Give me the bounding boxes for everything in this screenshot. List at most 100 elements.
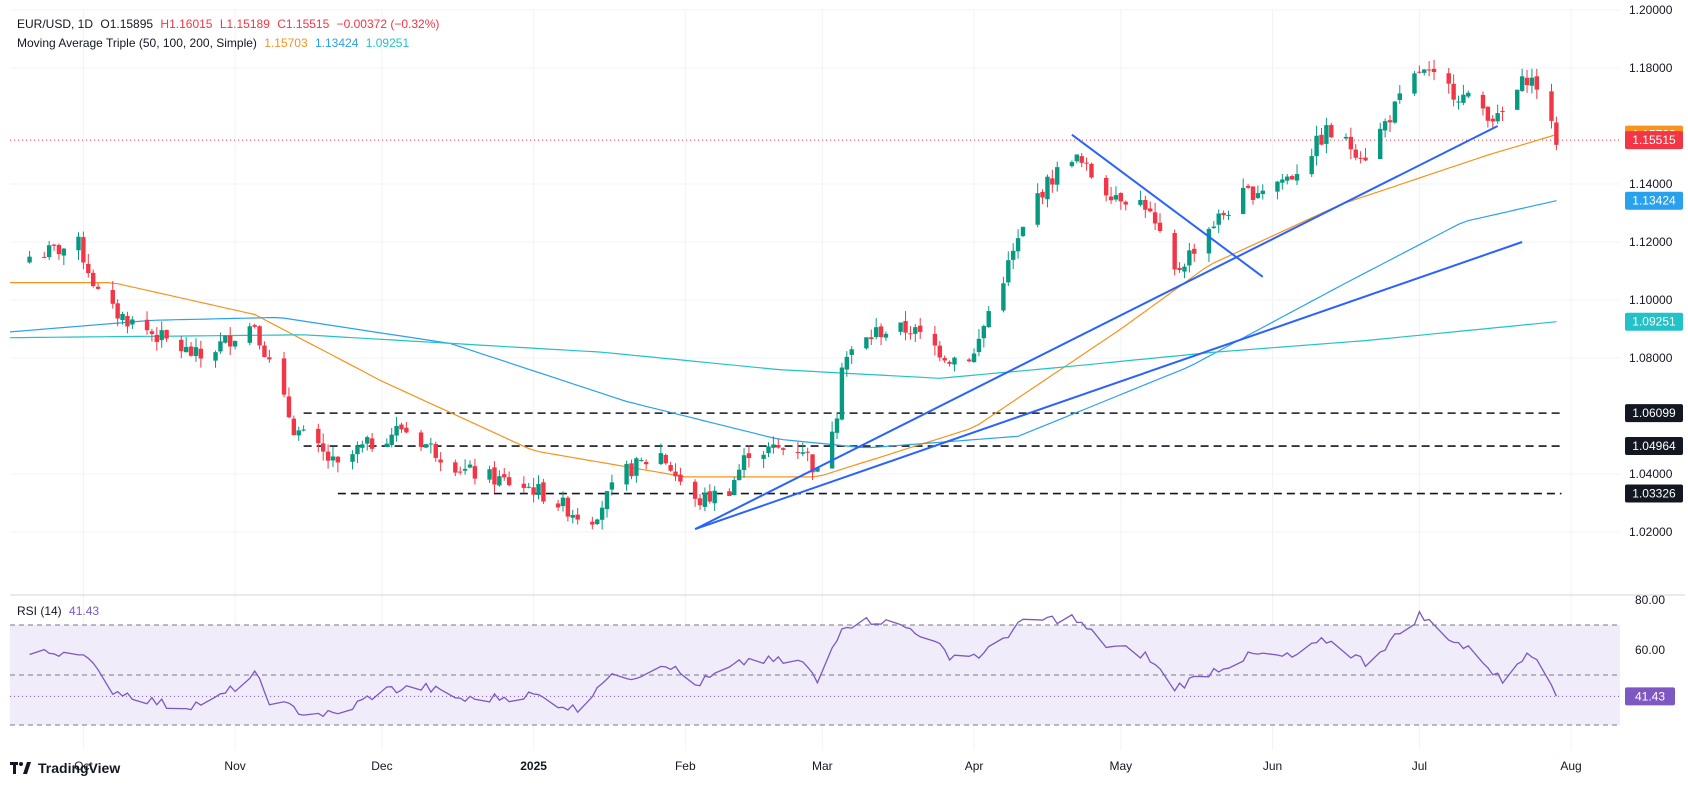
candle bbox=[844, 351, 850, 377]
candle-body bbox=[438, 459, 443, 463]
candle-body bbox=[472, 466, 478, 479]
candle bbox=[1500, 106, 1505, 121]
candle bbox=[1157, 213, 1163, 233]
candle bbox=[1485, 106, 1491, 128]
ma-legend: Moving Average Triple (50, 100, 200, Sim… bbox=[17, 36, 413, 50]
candle bbox=[164, 329, 169, 342]
x-tick-label: Jun bbox=[1263, 759, 1282, 773]
candle bbox=[1255, 185, 1261, 199]
candle-body bbox=[154, 334, 160, 342]
candle bbox=[639, 457, 644, 462]
candle bbox=[947, 360, 952, 367]
candle-body bbox=[213, 352, 218, 361]
candle-body bbox=[1363, 157, 1368, 161]
candle-body bbox=[639, 460, 644, 462]
candle-body bbox=[1480, 94, 1486, 109]
candle bbox=[1240, 178, 1246, 215]
candle bbox=[780, 447, 786, 456]
candle-body bbox=[908, 333, 913, 335]
candle-body bbox=[869, 337, 874, 340]
x-tick-label: Oct bbox=[74, 759, 93, 773]
candle-body bbox=[296, 430, 301, 436]
candle bbox=[981, 324, 987, 348]
price-tag-box bbox=[1625, 484, 1683, 503]
candle-body bbox=[350, 454, 355, 462]
candle-body bbox=[829, 431, 835, 469]
candle-body bbox=[913, 327, 918, 334]
trendline bbox=[1071, 133, 1264, 278]
moving-averages bbox=[9, 134, 1557, 478]
candle bbox=[320, 433, 326, 461]
y-tick-label: 1.04000 bbox=[1629, 467, 1673, 481]
candle-body bbox=[86, 263, 91, 274]
candle-body bbox=[1240, 187, 1246, 214]
candle-body bbox=[1329, 125, 1334, 138]
candle-body bbox=[766, 446, 771, 454]
rsi-tag: 41.43 bbox=[1625, 687, 1675, 706]
candle-body bbox=[1255, 193, 1261, 199]
candle-body bbox=[971, 353, 977, 363]
tradingview-logo-text: TradingView bbox=[38, 760, 121, 776]
candle bbox=[952, 356, 957, 372]
candle bbox=[732, 476, 737, 496]
candlestick-series bbox=[27, 59, 1559, 530]
candle bbox=[1123, 200, 1128, 211]
candle bbox=[1495, 104, 1500, 124]
candle bbox=[130, 316, 135, 329]
candle-body bbox=[570, 515, 575, 518]
candle bbox=[1006, 251, 1011, 286]
candle-body bbox=[541, 482, 546, 502]
candle bbox=[673, 463, 678, 482]
candle-body bbox=[1192, 248, 1197, 254]
candle bbox=[247, 322, 252, 346]
candle bbox=[966, 357, 972, 363]
candle-body bbox=[1412, 73, 1417, 94]
candle-body bbox=[76, 236, 81, 251]
candle-body bbox=[433, 443, 438, 458]
candle-body bbox=[1055, 167, 1060, 185]
rsi-legend-value: 41.43 bbox=[69, 604, 100, 618]
candle bbox=[1010, 243, 1016, 270]
candle bbox=[1353, 144, 1358, 161]
candle-body bbox=[878, 326, 884, 338]
candle-body bbox=[844, 356, 850, 370]
candle bbox=[908, 326, 913, 340]
candle bbox=[663, 453, 668, 465]
candle-body bbox=[1524, 77, 1530, 86]
trendline bbox=[694, 125, 1499, 530]
candle bbox=[418, 429, 424, 451]
candle-body bbox=[1554, 122, 1559, 145]
candle bbox=[428, 437, 434, 454]
candle-body bbox=[526, 486, 531, 488]
candle-body bbox=[394, 426, 399, 436]
candle bbox=[1294, 164, 1300, 186]
ma200-value: 1.09251 bbox=[365, 36, 410, 50]
candle bbox=[1426, 61, 1432, 77]
candle-body bbox=[228, 335, 233, 347]
candle-body bbox=[1519, 76, 1525, 91]
candle-body bbox=[1074, 154, 1080, 162]
candle-body bbox=[399, 424, 404, 430]
candle-body bbox=[918, 325, 923, 332]
candle bbox=[325, 444, 331, 469]
candle bbox=[1148, 201, 1153, 213]
y-tick-label: 1.10000 bbox=[1629, 293, 1673, 307]
candle bbox=[296, 426, 301, 441]
price-tag-box bbox=[1625, 404, 1683, 423]
candle bbox=[90, 269, 96, 288]
candle-body bbox=[658, 453, 664, 465]
candle-body bbox=[1397, 93, 1402, 100]
candle-body bbox=[360, 444, 365, 448]
candle bbox=[223, 335, 228, 344]
candle bbox=[360, 440, 365, 453]
candle-body bbox=[56, 245, 62, 255]
candle bbox=[462, 459, 468, 475]
candle-body bbox=[1103, 177, 1109, 196]
candle bbox=[497, 470, 502, 487]
low-value: L1.15189 bbox=[219, 17, 270, 31]
candle bbox=[697, 493, 703, 510]
candle bbox=[1422, 69, 1427, 76]
candle bbox=[1250, 186, 1256, 205]
candle bbox=[1358, 151, 1363, 164]
price-tag-box bbox=[1625, 191, 1683, 210]
